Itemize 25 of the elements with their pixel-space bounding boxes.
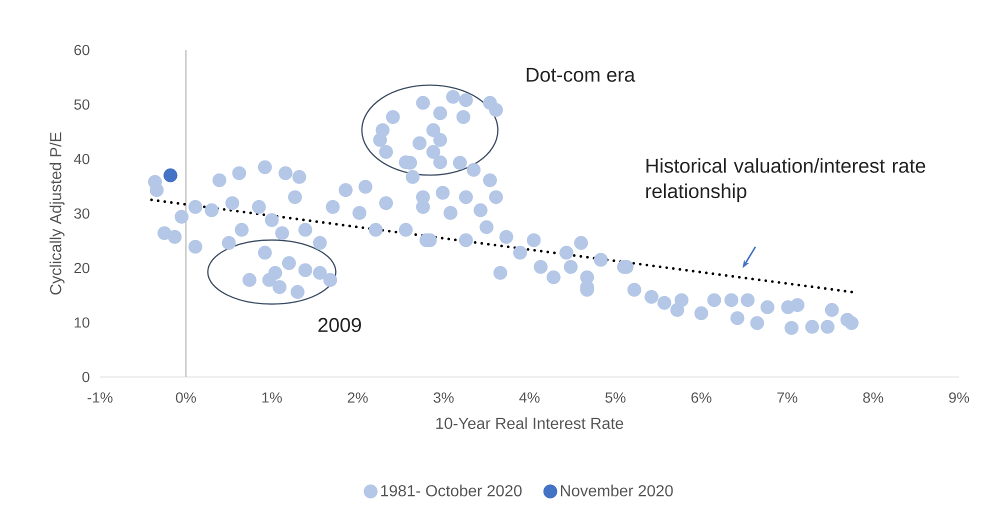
- x-tick-label: 1%: [262, 392, 282, 403]
- x-tick-label: 2%: [348, 392, 368, 403]
- y-tick-label: 20: [74, 262, 90, 274]
- legend-label: 1981- October 2020: [381, 484, 522, 496]
- y-tick-label: 50: [74, 99, 90, 110]
- y-tick-label: 30: [74, 208, 90, 219]
- y-axis-title: Cyclically Adjusted P/E: [50, 132, 64, 294]
- x-tick-label: -1%: [88, 392, 113, 403]
- x-tick-label: 6%: [691, 392, 712, 403]
- annotation: 2009: [318, 318, 361, 332]
- y-tick-label: 10: [74, 317, 90, 328]
- x-tick-label: 7%: [777, 392, 798, 403]
- x-tick-label: 8%: [863, 392, 884, 403]
- x-tick-label: 4%: [519, 392, 540, 403]
- annotation: Dot-com era: [526, 68, 636, 82]
- annotation: Historical valuation/interest rate relationship: [646, 158, 926, 202]
- legend-label: November 2020: [560, 484, 673, 496]
- y-tick-label: 40: [74, 154, 90, 164]
- x-tick-label: 3%: [434, 392, 454, 403]
- x-tick-label: 0%: [176, 392, 196, 403]
- y-tick-label: 0: [82, 372, 90, 382]
- x-axis-title: 10-Year Real Interest Rate: [436, 417, 624, 429]
- y-tick-label: 60: [74, 44, 90, 56]
- x-tick-label: 9%: [949, 392, 970, 403]
- x-tick-label: 5%: [605, 392, 626, 403]
